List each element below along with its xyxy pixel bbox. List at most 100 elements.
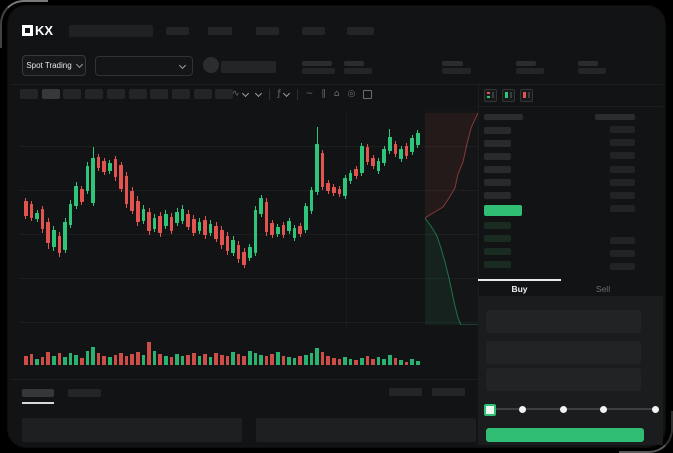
chevron-down-icon	[75, 60, 83, 69]
line-tool-icon[interactable]: ~	[305, 89, 314, 99]
slider-stop-dot[interactable]	[519, 405, 527, 413]
orderbook-combined-toggle-icon[interactable]	[484, 89, 497, 102]
timeframe-button[interactable]	[150, 89, 169, 99]
orderbook-col-header	[484, 114, 523, 120]
orderbook-bids-toggle-icon[interactable]	[502, 89, 515, 102]
bid-size-row[interactable]	[610, 263, 635, 270]
candle-style-icon[interactable]: ∿	[232, 89, 249, 99]
stat-value-placeholder	[578, 68, 606, 74]
chart-tools-toolbar: ∿ ƒ ~ ∥ ⌂ ◎	[232, 87, 373, 101]
nav-item-placeholder[interactable]	[347, 27, 374, 35]
header-divider	[10, 84, 663, 85]
timeframe-button[interactable]	[193, 89, 212, 99]
nav-item-placeholder[interactable]	[166, 27, 189, 35]
total-input-placeholder[interactable]	[486, 368, 641, 391]
timeframe-button[interactable]	[171, 89, 190, 99]
slider-handle[interactable]	[484, 403, 496, 416]
bid-size-row[interactable]	[610, 250, 635, 257]
ask-size-row[interactable]	[610, 152, 635, 159]
settings-icon[interactable]: ◎	[347, 89, 356, 99]
okx-logo-kx: KX	[35, 23, 54, 38]
timeframe-button[interactable]	[20, 89, 38, 99]
depth-overlay-panel	[424, 110, 479, 326]
last-price-bar[interactable]	[484, 205, 522, 216]
timeframe-button[interactable]	[63, 89, 82, 99]
depth-chart	[424, 112, 479, 326]
tab-sell[interactable]: Sell	[595, 284, 611, 294]
timeframe-button[interactable]	[128, 89, 147, 99]
stat-label-placeholder	[578, 61, 598, 66]
ask-size-row[interactable]	[610, 192, 635, 199]
toolbar-divider	[268, 88, 270, 100]
toolbar-divider	[296, 88, 298, 100]
fullscreen-icon[interactable]	[363, 89, 373, 99]
stat-value-placeholder	[344, 68, 372, 74]
ask-row[interactable]	[484, 166, 511, 173]
stat-value-placeholder	[516, 68, 544, 74]
timeframe-button[interactable]	[215, 89, 234, 99]
ask-row[interactable]	[484, 192, 511, 199]
slider-stop-dot[interactable]	[651, 405, 659, 413]
chevron-down-icon	[178, 61, 187, 69]
bottom-divider	[10, 379, 478, 380]
market-type-dropdown[interactable]: Spot Trading	[22, 55, 86, 76]
snapshot-icon[interactable]: ⌂	[333, 89, 340, 99]
timeframe-button[interactable]	[41, 89, 60, 99]
ask-row[interactable]	[484, 153, 511, 160]
active-tab-underline	[478, 279, 561, 281]
stat-value-placeholder	[442, 68, 471, 74]
stat-value-placeholder	[302, 68, 335, 74]
buy-submit-button[interactable]	[486, 428, 644, 442]
tab-buy[interactable]: Buy	[511, 284, 528, 294]
pair-name-placeholder	[221, 61, 276, 73]
orders-tab-placeholder[interactable]	[22, 389, 54, 397]
chevron-down-icon	[241, 89, 249, 97]
global-search-placeholder[interactable]	[69, 25, 153, 37]
orderbook-divider	[478, 106, 663, 107]
indicators-icon[interactable]: ƒ	[278, 89, 290, 99]
ask-row[interactable]	[484, 179, 511, 186]
ask-size-row[interactable]	[610, 166, 635, 173]
pair-selector-dropdown[interactable]	[95, 56, 193, 76]
amount-input-placeholder[interactable]	[486, 341, 641, 364]
timeframe-button[interactable]	[106, 89, 125, 99]
stat-label-placeholder	[302, 61, 332, 66]
orderbook-col-header	[595, 114, 635, 120]
drawing-tools-icon[interactable]: ∥	[321, 89, 326, 99]
timeframe-button[interactable]	[85, 89, 104, 99]
chevron-down-icon	[254, 89, 262, 97]
ask-row[interactable]	[484, 127, 511, 134]
chevron-down-icon	[282, 89, 290, 97]
bid-row[interactable]	[484, 261, 511, 268]
bid-row[interactable]	[484, 248, 511, 255]
bid-row[interactable]	[484, 235, 511, 242]
amount-slider-track[interactable]	[489, 408, 655, 410]
orders-action-placeholder[interactable]	[389, 388, 422, 396]
orders-table-placeholder	[256, 418, 476, 442]
okx-logo: KX	[22, 23, 53, 38]
orders-action-placeholder[interactable]	[432, 388, 465, 396]
stat-label-placeholder	[516, 61, 536, 66]
nav-item-placeholder[interactable]	[256, 27, 279, 35]
ask-row[interactable]	[484, 140, 511, 147]
price-input-placeholder[interactable]	[486, 310, 641, 333]
nav-item-placeholder[interactable]	[302, 27, 325, 35]
stat-label-placeholder	[442, 61, 463, 66]
nav-item-placeholder[interactable]	[208, 27, 232, 35]
chart-type-dropdown-icon[interactable]	[254, 89, 262, 97]
orders-table-placeholder	[22, 418, 242, 442]
ask-size-row[interactable]	[610, 139, 635, 146]
ask-size-row[interactable]	[610, 126, 635, 133]
ask-size-row[interactable]	[610, 179, 635, 186]
orderbook-asks-toggle-icon[interactable]	[520, 89, 533, 102]
slider-stop-dot[interactable]	[560, 405, 568, 413]
slider-stop-dot[interactable]	[600, 405, 608, 413]
history-tab-placeholder[interactable]	[68, 389, 101, 397]
bid-size-row[interactable]	[610, 237, 635, 244]
orders-tab-underline	[22, 402, 54, 404]
pair-coin-icon	[203, 57, 219, 73]
okx-logo-o	[22, 25, 33, 36]
bid-row[interactable]	[484, 222, 511, 229]
stat-label-placeholder	[344, 61, 364, 66]
ask-size-row[interactable]	[610, 205, 635, 212]
